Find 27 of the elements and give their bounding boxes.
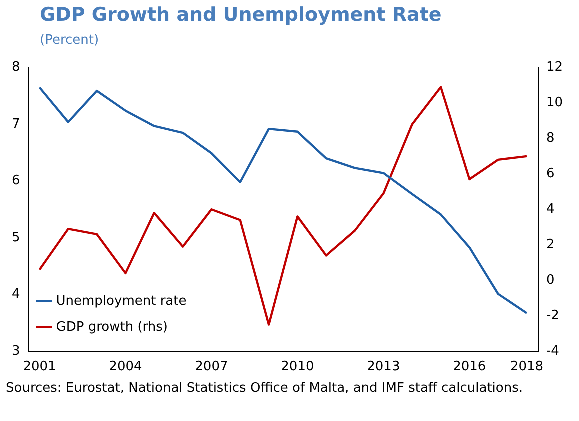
y-tick-label: 3	[12, 344, 20, 359]
y-tick-label: 6	[12, 174, 20, 189]
x-tick-label: 2004	[109, 360, 142, 375]
y2-tick-label: 6	[546, 166, 555, 182]
y2-tick-label: 8	[546, 131, 555, 146]
y2-tick-label: -4	[546, 344, 560, 359]
x-tick-label: 2018	[510, 360, 544, 375]
chart-subtitle: (Percent)	[40, 33, 100, 48]
y2-tick-label: -2	[546, 308, 560, 324]
y-tick-label: 7	[12, 116, 20, 132]
source-note: Sources: Eurostat, National Statistics Office of Malta, and IMF staff calculations.	[6, 380, 524, 397]
chart-title: GDP Growth and Unemployment Rate	[40, 4, 442, 26]
y2-tick-label: 0	[546, 272, 555, 288]
x-tick-label: 2013	[367, 360, 400, 375]
y2-tick-label: 12	[546, 60, 564, 76]
y2-tick-label: 10	[546, 96, 564, 111]
x-tick-label: 2001	[23, 360, 56, 375]
y-tick-label: 5	[12, 230, 20, 246]
x-tick-label: 2007	[195, 360, 228, 375]
x-tick-label: 2016	[453, 360, 486, 375]
x-tick-label: 2010	[281, 360, 314, 375]
y2-tick-label: 2	[546, 237, 555, 252]
legend-label: GDP growth (rhs)	[56, 320, 168, 335]
y-tick-label: 4	[12, 287, 20, 302]
legend-label: Unemployment rate	[56, 294, 187, 309]
y-tick-label: 8	[12, 60, 20, 76]
y2-tick-label: 4	[546, 202, 555, 217]
